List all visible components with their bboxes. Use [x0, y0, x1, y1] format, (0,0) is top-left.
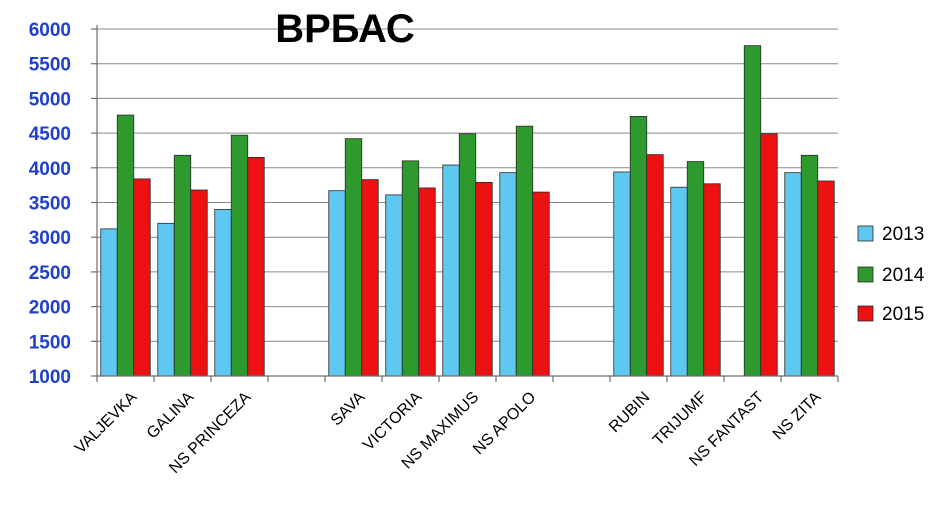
bar-2015-victoria: [418, 187, 436, 377]
bar-2013-ns-zita: [784, 172, 802, 377]
y-tick-label: 3000: [29, 228, 71, 249]
x-tick-label: NS ZITA: [770, 389, 825, 444]
bar-2015-ns-apolo: [532, 191, 550, 377]
bars: [100, 45, 835, 377]
x-tick-label: TRIJUMF: [650, 389, 711, 450]
bar-2015-ns-princeza: [247, 156, 265, 377]
chart-title: ВРБАС: [275, 7, 415, 51]
bar-2014-trijumf: [686, 161, 705, 377]
bar-2015-valjevka: [133, 178, 151, 377]
bar-2015-rubin: [646, 154, 664, 377]
bar-2014-ns-princeza: [230, 134, 249, 377]
bar-2015-trijumf: [703, 183, 721, 377]
legend-label-2014: 2014: [882, 265, 925, 286]
bar-2015-galina: [190, 189, 208, 377]
legend-label-2015: 2015: [882, 304, 924, 325]
x-tick-label: GALINA: [144, 389, 198, 443]
bar-2013-valjevka: [100, 228, 118, 377]
y-tick-label: 4500: [29, 124, 71, 145]
bar-2013-sava: [328, 190, 346, 377]
bar-2013-victoria: [385, 194, 403, 377]
bar-2013-ns-princeza: [214, 209, 232, 377]
legend-swatch-2014: [857, 266, 874, 283]
bar-2014-sava: [344, 138, 363, 377]
bar-2014-ns-maximus: [458, 133, 477, 377]
legend-swatch-2015: [857, 305, 874, 322]
legend-swatch-2013: [857, 225, 874, 242]
bar-2014-ns-apolo: [515, 125, 534, 377]
y-tick-labels: 1000 1500 2000 2500 3000 3500 4000 4500 5000 5500…: [29, 20, 71, 388]
y-tick-label: 5500: [29, 55, 71, 76]
bar-2015-sava: [361, 179, 379, 377]
bar-2014-ns-zita: [800, 154, 819, 377]
x-tick-label: VALJEVKA: [72, 389, 141, 458]
y-tick-label: 5000: [29, 89, 71, 110]
legend: 2013 2014 2015: [857, 224, 925, 325]
bar-2014-ns-fantast: [743, 45, 762, 377]
y-tick-label: 4000: [29, 159, 71, 180]
x-tick-label: SAVA: [328, 389, 369, 430]
bar-2015-ns-maximus: [475, 181, 493, 377]
y-tick-label: 3500: [29, 194, 71, 215]
bar-2014-rubin: [629, 116, 648, 377]
bar-2013-ns-apolo: [499, 172, 517, 377]
bar-2014-galina: [173, 154, 192, 377]
bar-2013-ns-maximus: [442, 164, 460, 377]
bar-2013-rubin: [613, 171, 631, 377]
bar-2014-valjevka: [116, 114, 135, 377]
bar-2015-ns-fantast: [760, 133, 778, 377]
bar-2015-ns-zita: [817, 180, 835, 377]
y-tick-label: 2000: [29, 298, 71, 319]
y-tick-label: 6000: [29, 20, 71, 41]
axes: [91, 25, 839, 382]
bar-2014-victoria: [401, 160, 420, 377]
bar-2013-galina: [157, 222, 175, 377]
legend-label-2013: 2013: [882, 224, 924, 245]
y-tick-label: 1000: [29, 367, 71, 388]
x-tick-label: RUBIN: [606, 389, 653, 436]
y-tick-label: 2500: [29, 263, 71, 284]
y-tick-label: 1500: [29, 332, 71, 353]
bar-2013-trijumf: [670, 186, 688, 377]
